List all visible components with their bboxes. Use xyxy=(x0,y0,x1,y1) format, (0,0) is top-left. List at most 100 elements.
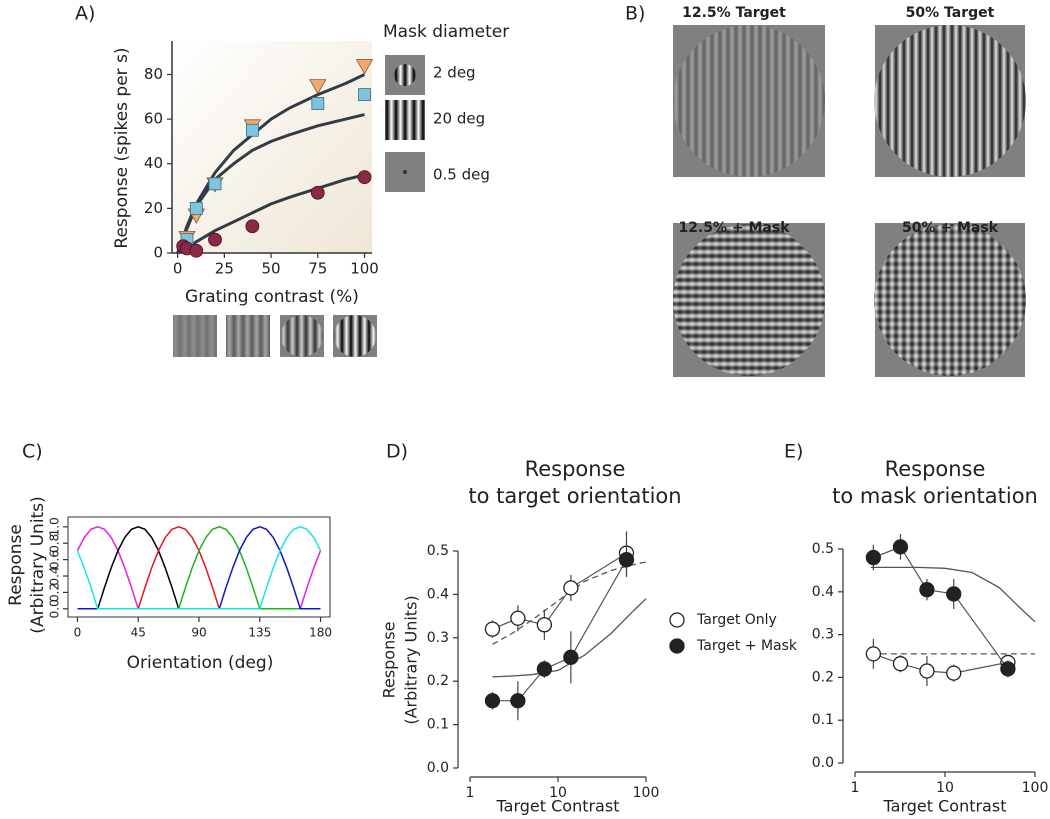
marker xyxy=(563,580,579,596)
legend-label: 20 deg xyxy=(433,110,485,128)
y-axis-label: (Arbitrary Units) xyxy=(28,496,48,633)
x-tick-label: 1 xyxy=(851,780,860,796)
y-tick-label: 0.2 xyxy=(812,669,834,685)
image-title: 50% + Mask xyxy=(902,220,999,236)
y-tick-label: 0.4 xyxy=(812,584,834,600)
marker xyxy=(865,549,882,566)
x-axis-label: Orientation (deg) xyxy=(127,653,274,673)
x-tick-label: 100 xyxy=(350,260,379,278)
marker xyxy=(355,59,374,75)
marker xyxy=(865,646,882,662)
data-line xyxy=(873,546,1009,670)
data-line xyxy=(492,559,628,702)
fit-curve xyxy=(492,561,647,645)
marker xyxy=(536,661,553,677)
marker xyxy=(311,97,325,110)
image-title: 50% Target xyxy=(906,5,995,21)
y-axis-label: Response xyxy=(6,524,26,606)
y-axis-label: Response (spikes per s) xyxy=(112,47,132,248)
legend-label: 0.5 deg xyxy=(433,166,490,184)
chart-title: Response xyxy=(885,457,986,481)
marker xyxy=(484,693,501,709)
x-tick-label: 1 xyxy=(466,785,475,801)
y-tick-label: 0.0 xyxy=(812,755,834,771)
y-tick-label: 0.1 xyxy=(427,717,449,733)
y-tick-label: 0.3 xyxy=(812,627,834,643)
marker xyxy=(208,232,222,247)
marker xyxy=(484,621,501,637)
panel-label: B) xyxy=(625,3,645,25)
y-tick-label: 60 xyxy=(144,110,163,128)
marker xyxy=(892,656,909,672)
x-tick-label: 25 xyxy=(215,260,234,278)
panel-label: A) xyxy=(75,3,95,25)
y-axis-label: Response xyxy=(380,622,399,699)
marker xyxy=(536,617,553,633)
x-tick-label: 90 xyxy=(191,626,206,640)
legend-marker xyxy=(669,612,685,628)
x-tick-label: 100 xyxy=(633,785,660,801)
marker xyxy=(1000,661,1016,677)
marker xyxy=(563,649,579,665)
marker xyxy=(309,79,327,95)
tuning-curve xyxy=(76,526,322,610)
marker xyxy=(357,170,372,185)
y-tick-label: 0.8 xyxy=(48,534,62,553)
y-tick-label: 1.0 xyxy=(48,517,62,536)
marker xyxy=(189,243,204,258)
marker xyxy=(358,88,371,101)
y-tick-label: 0.1 xyxy=(812,712,834,728)
plot-background xyxy=(172,41,372,253)
y-tick-label: 0.3 xyxy=(427,630,449,646)
marker xyxy=(919,582,935,598)
y-tick-label: 0.6 xyxy=(48,550,62,569)
x-tick-label: 45 xyxy=(131,626,146,640)
marker xyxy=(892,539,909,555)
x-tick-label: 0 xyxy=(74,626,82,640)
marker xyxy=(189,201,203,215)
panel-label: C) xyxy=(22,441,43,463)
y-tick-label: 0.0 xyxy=(48,599,62,618)
tuning-curve xyxy=(77,526,321,610)
y-tick-label: 0.2 xyxy=(48,583,62,602)
y-tick-label: 40 xyxy=(144,154,163,172)
marker xyxy=(208,177,222,191)
legend-marker xyxy=(669,638,685,654)
x-tick-label: 50 xyxy=(262,260,281,278)
marker xyxy=(946,586,962,602)
marker xyxy=(946,665,962,681)
x-axis-label: Grating contrast (%) xyxy=(185,287,359,307)
y-tick-label: 0.4 xyxy=(427,586,449,602)
fit-curve xyxy=(870,566,1036,623)
marker xyxy=(510,693,526,709)
y-tick-label: 20 xyxy=(144,199,163,217)
legend-label: Target Only xyxy=(696,612,777,628)
x-axis-label: Target Contrast xyxy=(496,797,620,816)
y-tick-label: 0.0 xyxy=(427,760,449,776)
panel-label: E) xyxy=(784,441,803,463)
y-tick-label: 0.5 xyxy=(812,541,834,557)
legend-label: Target + Mask xyxy=(696,638,798,654)
x-tick-label: 10 xyxy=(936,780,954,796)
chart-title: to target orientation xyxy=(468,484,681,508)
x-tick-label: 100 xyxy=(1022,780,1049,796)
tuning-curve xyxy=(77,526,321,610)
panel-label: D) xyxy=(386,441,408,463)
image-title: 12.5% + Mask xyxy=(678,220,790,236)
y-tick-label: 0 xyxy=(153,244,163,262)
legend-title: Mask diameter xyxy=(383,22,509,42)
fit-curve xyxy=(492,598,647,678)
tuning-curve xyxy=(77,526,321,610)
x-tick-label: 180 xyxy=(309,626,332,640)
marker xyxy=(510,610,526,626)
marker xyxy=(245,219,260,234)
y-tick-label: 0.4 xyxy=(48,566,62,585)
tuning-curve xyxy=(76,526,322,610)
x-axis-label: Target Contrast xyxy=(883,797,1007,816)
image-title: 12.5% Target xyxy=(682,5,786,21)
y-tick-label: 0.2 xyxy=(427,673,449,689)
grating-image xyxy=(673,25,1026,377)
legend-label: 2 deg xyxy=(433,64,476,82)
y-tick-label: 80 xyxy=(144,65,163,83)
chart-title: to mask orientation xyxy=(832,484,1038,508)
